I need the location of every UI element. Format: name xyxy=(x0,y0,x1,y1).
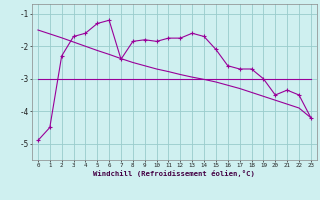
X-axis label: Windchill (Refroidissement éolien,°C): Windchill (Refroidissement éolien,°C) xyxy=(93,170,255,177)
